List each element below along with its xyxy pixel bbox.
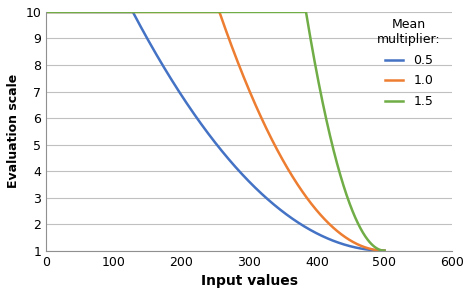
Legend: 0.5, 1.0, 1.5: 0.5, 1.0, 1.5 — [372, 13, 446, 113]
Y-axis label: Evaluation scale: Evaluation scale — [7, 74, 20, 189]
X-axis label: Input values: Input values — [201, 274, 298, 288]
